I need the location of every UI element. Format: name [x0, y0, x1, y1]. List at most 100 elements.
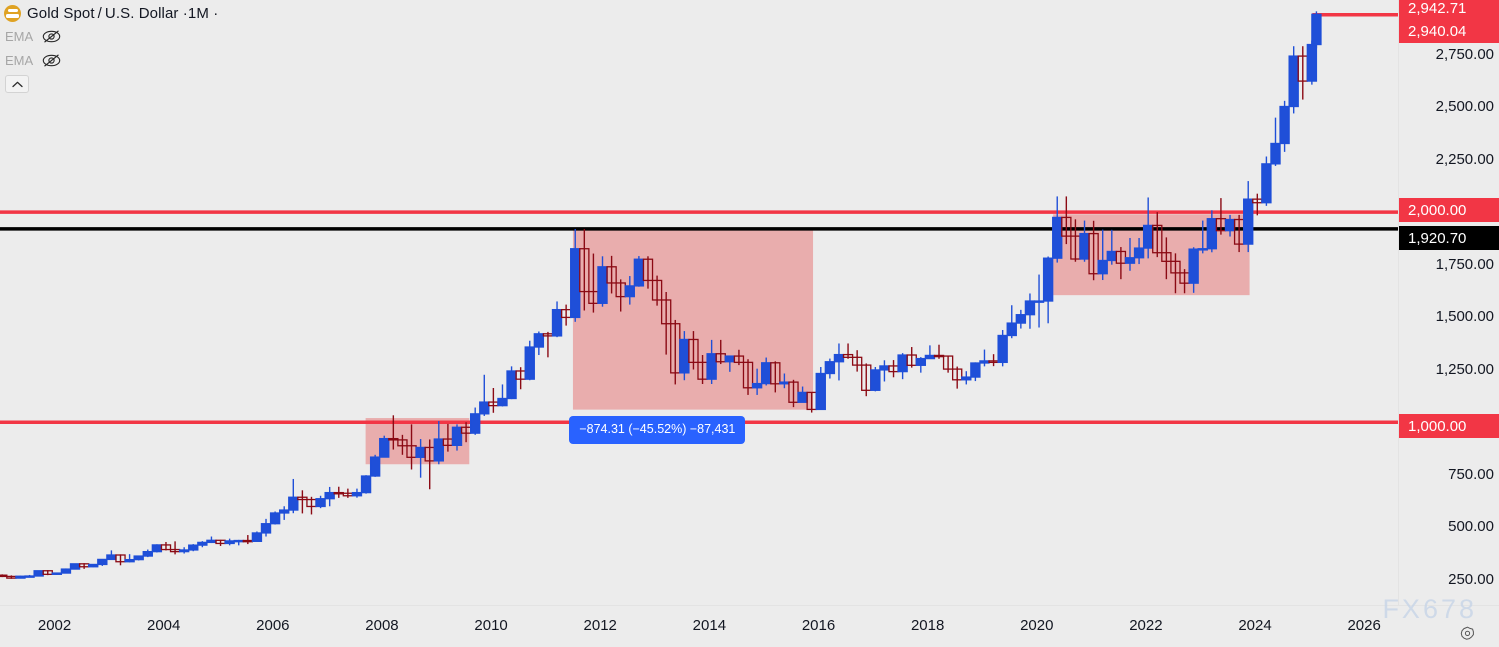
candle-body: [142, 550, 153, 557]
candle-body: [597, 266, 608, 304]
candle-body: [606, 266, 617, 284]
candle-body: [1088, 232, 1099, 275]
time-tick-label: 2022: [1129, 617, 1163, 634]
candlestick-chart[interactable]: [0, 0, 1398, 605]
candle-body: [997, 334, 1008, 364]
price-tag-294004: 2,940.04: [1399, 19, 1499, 43]
candle-body: [415, 446, 426, 458]
candle-body: [1197, 248, 1208, 251]
candle-body: [1152, 224, 1163, 254]
price-tag-192070: 1,920.70: [1399, 226, 1499, 250]
time-tick-label: 2014: [692, 617, 727, 634]
candle-body: [178, 549, 190, 553]
price-tick-label: 250.00: [1448, 570, 1494, 588]
candle-body: [151, 544, 163, 553]
price-tag-200000: 2,000.00: [1399, 198, 1499, 222]
chart-plot-area[interactable]: [0, 0, 1398, 605]
candle-body: [288, 496, 299, 511]
candle-body: [706, 353, 717, 380]
candle-body: [224, 540, 235, 545]
time-tick-label: 2008: [365, 617, 399, 634]
measurement-tooltip: −874.31 (−45.52%) −87,431: [569, 416, 746, 444]
candle-body: [351, 491, 363, 497]
candle-body: [497, 397, 508, 407]
time-scale[interactable]: 2002 2004 2006 2008 2010 2012 2014 2016 2018 2020…: [0, 605, 1499, 647]
indicator-row-ema-1[interactable]: EMA: [4, 24, 218, 48]
indicator-label-ema-1: EMA: [5, 28, 34, 44]
time-tick-label: 2018: [910, 617, 945, 634]
symbol-quote: U.S. Dollar: [104, 4, 179, 22]
candle-body: [160, 544, 172, 551]
candle-body: [433, 438, 445, 462]
candle-body: [797, 391, 808, 403]
interval-label[interactable]: 1M: [187, 4, 209, 22]
candle-body: [815, 372, 826, 411]
gear-icon[interactable]: [1460, 626, 1475, 641]
candle-body: [379, 437, 390, 458]
symbol-title: Gold Spot / U.S. Dollar ·1M ·: [27, 5, 218, 22]
dot-separator-2: ·: [213, 4, 219, 22]
candle-body: [942, 355, 954, 370]
candle-body: [679, 338, 690, 374]
symbol-legend-row[interactable]: Gold Spot / U.S. Dollar ·1M ·: [4, 2, 218, 24]
eye-off-icon[interactable]: [42, 29, 61, 44]
candle-body: [770, 362, 781, 385]
candle-body: [1015, 314, 1027, 324]
time-tick-label: 2004: [147, 617, 181, 634]
measure-2011-2015[interactable]: [572, 228, 814, 410]
eye-off-icon[interactable]: [42, 53, 61, 68]
candle-body: [870, 369, 881, 391]
candle-body: [233, 539, 244, 543]
price-tick-label: 1,750.00: [1435, 255, 1494, 273]
symbol-separator: /: [97, 4, 102, 22]
candle-body: [315, 498, 326, 508]
candle-body: [524, 346, 535, 380]
time-tick-label: 2006: [256, 617, 290, 634]
candle-body: [897, 354, 908, 373]
candle-body: [1279, 105, 1290, 145]
candle-body: [779, 381, 790, 385]
candle-body: [688, 338, 699, 364]
price-tick-label: 500.00: [1448, 518, 1494, 536]
candle-body: [0, 574, 8, 578]
candle-body: [260, 523, 272, 534]
measurement-text: −874.31 (−45.52%) −87,431: [579, 422, 736, 437]
candle-body: [533, 333, 545, 348]
candle-body: [1224, 218, 1236, 232]
price-scale[interactable]: 250.00 500.00 750.00 1,250.00 1,500.00 1,750.…: [1398, 0, 1499, 605]
candle-body: [570, 248, 581, 319]
time-tick-label: 2024: [1238, 617, 1272, 634]
candle-body: [60, 568, 72, 574]
candle-body: [1306, 43, 1318, 82]
candle-body: [1188, 248, 1199, 284]
candle-body: [479, 401, 490, 415]
candle-body: [297, 496, 308, 501]
candle-body: [397, 439, 408, 447]
chevron-up-icon: [11, 81, 23, 87]
candle-body: [133, 555, 144, 561]
gold-bars-icon: [4, 4, 21, 22]
candle-body: [1097, 259, 1108, 275]
candle-body: [1288, 55, 1299, 108]
candle-body: [1042, 257, 1054, 302]
candle-body: [106, 554, 117, 561]
candle-body: [1079, 232, 1090, 260]
legend-collapse-button[interactable]: [5, 75, 29, 93]
indicator-row-ema-2[interactable]: EMA: [4, 48, 218, 72]
time-tick-label: 2026: [1347, 617, 1381, 634]
candle-body: [506, 370, 517, 400]
candle-body: [915, 357, 927, 366]
symbol-base: Gold Spot: [27, 4, 95, 22]
candle-body: [660, 299, 672, 325]
price-tag-100000: 1,000.00: [1399, 414, 1499, 438]
candle-body: [1270, 142, 1281, 165]
price-tick-label: 750.00: [1448, 465, 1494, 483]
candle-body: [97, 558, 108, 566]
indicator-label-ema-2: EMA: [5, 52, 34, 68]
candle-body: [879, 365, 890, 371]
candle-body: [24, 575, 35, 578]
candle-body: [724, 355, 736, 363]
candle-body: [1124, 257, 1136, 264]
time-tick-label: 2002: [37, 617, 72, 634]
time-tick-label: 2016: [801, 617, 836, 634]
